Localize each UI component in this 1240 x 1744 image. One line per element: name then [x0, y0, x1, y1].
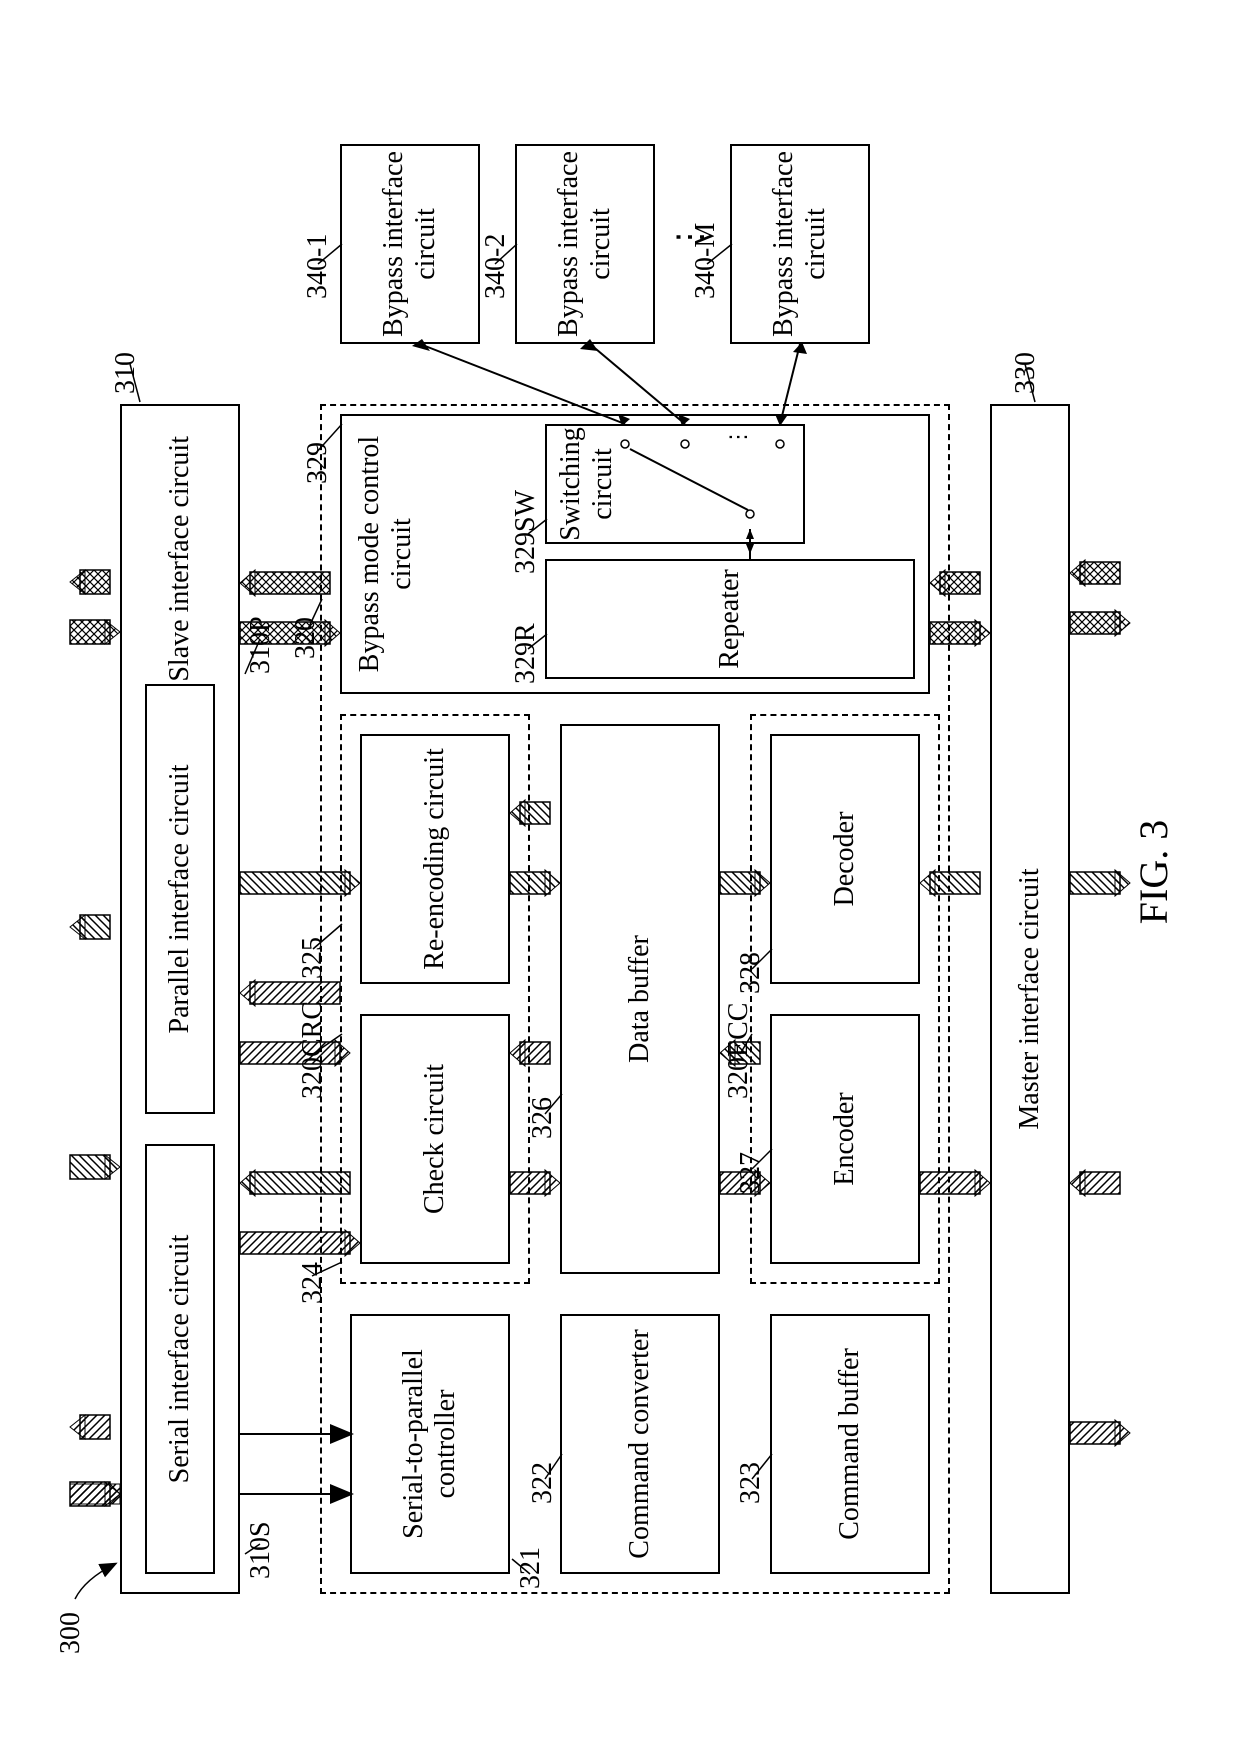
repeater-box: Repeater	[545, 559, 915, 679]
ref-320ECC: 320ECC	[723, 1003, 755, 1099]
ref-330: 330	[1010, 352, 1042, 394]
serial-interface-label: Serial interface circuit	[164, 1235, 196, 1484]
encoder-label: Encoder	[829, 1092, 861, 1185]
ref-320CRC: 320CRC	[297, 1001, 329, 1099]
ref-329SW: 329SW	[510, 490, 542, 574]
decoder-label: Decoder	[829, 812, 861, 907]
check-circuit-label: Check circuit	[419, 1064, 451, 1214]
check-circuit-box: Check circuit	[360, 1014, 510, 1264]
cmd-buffer-box: Command buffer	[770, 1314, 930, 1574]
encoder-box: Encoder	[770, 1014, 920, 1264]
reencoding-circuit-label: Re-encoding circuit	[419, 748, 451, 970]
bypass-if-m-box: Bypass interface circuit	[730, 144, 870, 344]
ref-323: 323	[735, 1462, 767, 1504]
bypass-if-2-box: Bypass interface circuit	[515, 144, 655, 344]
bypass-mode-control-label: Bypass mode control circuit	[354, 420, 418, 688]
ref-310S: 310S	[245, 1521, 277, 1579]
bypass-if-1-box: Bypass interface circuit	[340, 144, 480, 344]
ref-326: 326	[527, 1097, 559, 1139]
master-interface-box: Master interface circuit	[990, 404, 1070, 1594]
sp-controller-box: Serial-to-parallel controller	[350, 1314, 510, 1574]
bypass-if-1-label: Bypass interface circuit	[378, 150, 442, 338]
figure-label: FIG. 3	[1130, 50, 1177, 1694]
sp-controller-label: Serial-to-parallel controller	[398, 1320, 462, 1568]
block-diagram: 300 Slave interface circuit 310 Serial i…	[50, 50, 1190, 1694]
ref-340-1: 340-1	[302, 234, 334, 299]
master-interface-label: Master interface circuit	[1014, 868, 1046, 1129]
ref-300: 300	[55, 1612, 87, 1654]
cmd-converter-label: Command converter	[624, 1329, 656, 1558]
slave-interface-label: Slave interface circuit	[164, 436, 196, 682]
ref-327: 327	[735, 1152, 767, 1194]
ref-328: 328	[735, 952, 767, 994]
decoder-box: Decoder	[770, 734, 920, 984]
ref-324: 324	[297, 1262, 329, 1304]
ref-340-2: 340-2	[480, 234, 512, 299]
parallel-interface-box: Parallel interface circuit	[145, 684, 215, 1114]
parallel-interface-label: Parallel interface circuit	[164, 765, 196, 1034]
data-buffer-box: Data buffer	[560, 724, 720, 1274]
ref-310P: 310P	[245, 616, 277, 674]
ref-325: 325	[297, 937, 329, 979]
reencoding-circuit-box: Re-encoding circuit	[360, 734, 510, 984]
data-buffer-label: Data buffer	[624, 935, 656, 1063]
bypass-if-2-label: Bypass interface circuit	[553, 150, 617, 338]
cmd-converter-box: Command converter	[560, 1314, 720, 1574]
ref-322: 322	[527, 1462, 559, 1504]
bypass-if-m-label: Bypass interface circuit	[768, 150, 832, 338]
ref-340-M: 340-M	[690, 223, 722, 299]
switching-circuit-label: Switching circuit	[555, 427, 619, 541]
ref-329: 329	[302, 442, 334, 484]
serial-interface-box: Serial interface circuit	[145, 1144, 215, 1574]
repeater-label: Repeater	[714, 569, 746, 669]
ref-321: 321	[515, 1547, 547, 1589]
ref-310: 310	[110, 352, 142, 394]
ref-320: 320	[290, 617, 322, 659]
switching-circuit-box: Switching circuit	[545, 424, 805, 544]
cmd-buffer-label: Command buffer	[834, 1348, 866, 1540]
ref-329R: 329R	[510, 623, 542, 684]
